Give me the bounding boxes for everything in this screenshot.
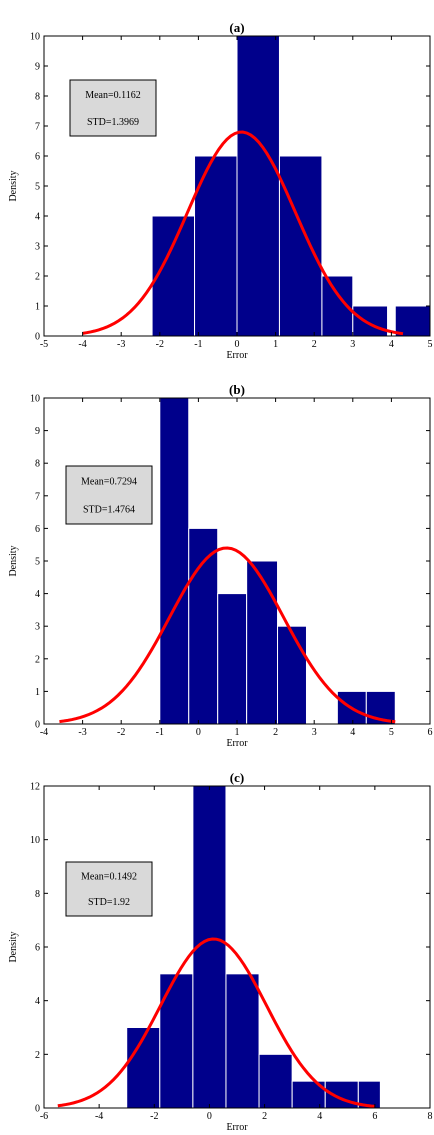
x-tick-label: 3: [312, 727, 317, 738]
x-tick-label: -3: [117, 339, 125, 350]
histogram-bar: [151, 215, 196, 337]
mean-label: Mean=0.1492: [81, 871, 137, 882]
x-tick-label: -5: [40, 339, 48, 350]
x-tick-label: -4: [95, 1111, 103, 1122]
y-tick-label: 5: [35, 182, 40, 193]
x-tick-label: 5: [389, 727, 394, 738]
stats-box: [69, 79, 157, 137]
y-tick-label: 10: [30, 835, 40, 846]
histogram-bar: [225, 973, 260, 1109]
panel-title: (a): [229, 20, 244, 35]
x-tick-label: -4: [40, 727, 48, 738]
x-axis-label: Error: [226, 738, 248, 749]
x-tick-label: 5: [428, 339, 433, 350]
y-tick-label: 7: [35, 122, 40, 133]
y-tick-label: 8: [35, 889, 40, 900]
x-tick-label: 2: [312, 339, 317, 350]
histogram-bar: [258, 1053, 293, 1109]
x-tick-label: -1: [156, 727, 164, 738]
histogram-bar: [352, 305, 389, 337]
x-tick-label: -1: [194, 339, 202, 350]
std-label: STD=1.92: [88, 897, 130, 908]
y-tick-label: 10: [30, 32, 40, 43]
y-tick-label: 5: [35, 557, 40, 568]
y-tick-label: 0: [35, 1104, 40, 1115]
y-tick-label: 6: [35, 524, 40, 535]
y-tick-label: 1: [35, 302, 40, 313]
y-tick-label: 7: [35, 491, 40, 502]
x-tick-label: 4: [389, 339, 394, 350]
y-tick-label: 3: [35, 622, 40, 633]
histogram-bar: [159, 397, 190, 725]
y-tick-label: 8: [35, 92, 40, 103]
x-tick-label: 6: [372, 1111, 377, 1122]
y-tick-label: 1: [35, 687, 40, 698]
x-tick-label: 1: [273, 339, 278, 350]
y-tick-label: 0: [35, 332, 40, 343]
mean-label: Mean=0.7294: [81, 477, 137, 488]
histogram-bar: [236, 35, 280, 337]
y-tick-label: 8: [35, 459, 40, 470]
x-tick-label: 4: [350, 727, 355, 738]
normal-fit-curve: [59, 546, 396, 724]
x-tick-label: 4: [317, 1111, 322, 1122]
histogram-bar: [217, 593, 248, 725]
x-tick-label: 3: [350, 339, 355, 350]
y-tick-label: 2: [35, 1050, 40, 1061]
y-tick-label: 9: [35, 62, 40, 73]
y-tick-label: 6: [35, 943, 40, 954]
y-tick-label: 10: [30, 394, 40, 405]
y-tick-label: 2: [35, 272, 40, 283]
y-tick-label: 4: [35, 996, 40, 1007]
stats-box: [65, 861, 153, 917]
stats-box: [65, 465, 153, 525]
x-tick-label: 2: [262, 1111, 267, 1122]
x-tick-label: 8: [428, 1111, 433, 1122]
y-axis-label: Density: [8, 931, 19, 962]
x-tick-label: -6: [40, 1111, 48, 1122]
x-tick-label: -2: [117, 727, 125, 738]
x-tick-label: -4: [78, 339, 86, 350]
x-tick-label: -2: [150, 1111, 158, 1122]
y-axis-label: Density: [8, 545, 19, 576]
x-tick-label: 0: [207, 1111, 212, 1122]
chart-panel-a: -5 -4 -3 -2 -1 0 1 2 3 4 5 0 1 2 3 4 5 6 7 8 9 10 (a) Error Dens…: [8, 20, 433, 361]
histogram-bar: [194, 155, 238, 337]
y-tick-label: 4: [35, 589, 40, 600]
x-tick-label: 0: [235, 339, 240, 350]
y-tick-label: 6: [35, 152, 40, 163]
y-tick-label: 2: [35, 654, 40, 665]
x-tick-label: 1: [235, 727, 240, 738]
x-tick-label: -2: [156, 339, 164, 350]
y-tick-label: 4: [35, 212, 40, 223]
chart-panel-c: -6 -4 -2 0 2 4 6 8 0 2 4 6 8 10 12 (c) Error Density Mean=…: [8, 770, 433, 1133]
histogram-bar: [188, 527, 219, 725]
x-axis-label: Error: [226, 1122, 248, 1133]
std-label: STD=1.3969: [87, 117, 139, 128]
x-tick-label: 0: [196, 727, 201, 738]
x-axis-label: Error: [226, 350, 248, 361]
histogram-bar: [159, 973, 194, 1109]
std-label: STD=1.4764: [83, 504, 135, 515]
normal-fit-curve: [82, 130, 404, 336]
y-axis-label: Density: [8, 170, 19, 201]
x-tick-label: 6: [428, 727, 433, 738]
y-tick-label: 9: [35, 426, 40, 437]
x-tick-label: 2: [273, 727, 278, 738]
x-tick-label: -3: [78, 727, 86, 738]
chart-panel-b: -4 -3 -2 -1 0 1 2 3 4 5 6 0 1 2 3 4 5 6 7 8 9 10 (b) Error Densi…: [8, 382, 433, 749]
y-tick-label: 0: [35, 720, 40, 731]
y-tick-label: 3: [35, 242, 40, 253]
panel-title: (b): [229, 382, 245, 397]
panel-title: (c): [230, 770, 244, 785]
y-tick-label: 12: [30, 782, 40, 793]
histogram-bar: [246, 560, 279, 725]
histogram-bar: [394, 305, 431, 337]
mean-label: Mean=0.1162: [85, 90, 141, 101]
histogram-bar: [278, 155, 323, 337]
histogram-bar: [277, 625, 307, 725]
normal-fit-curve: [57, 937, 376, 1108]
